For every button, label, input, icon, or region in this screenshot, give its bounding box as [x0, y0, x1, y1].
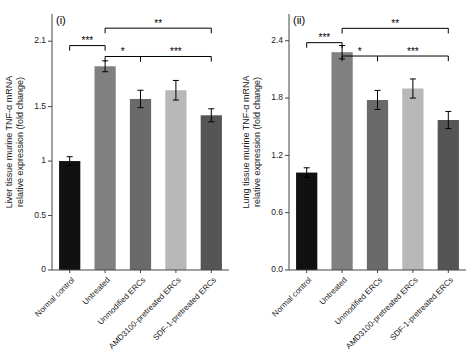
error-bar — [67, 157, 73, 166]
y-tick — [285, 98, 289, 99]
x-tick — [175, 270, 176, 273]
y-axis-line — [289, 14, 290, 270]
y-tick — [48, 106, 52, 107]
y-tick-label: 0 — [41, 264, 46, 274]
error-bar — [102, 61, 108, 72]
y-tick-label: 2.4 — [271, 35, 283, 45]
significance-label: * — [121, 46, 125, 57]
bar — [296, 173, 317, 270]
bar — [59, 161, 80, 270]
error-bar — [410, 79, 416, 98]
x-tick — [105, 270, 106, 273]
x-tick — [211, 270, 212, 273]
y-tick — [285, 40, 289, 41]
y-axis-label-line: relative expression (fold change) — [15, 77, 25, 207]
y-tick-label: 2.1 — [34, 35, 46, 45]
significance-bracket — [70, 46, 105, 51]
bar — [331, 52, 352, 270]
figure: 0 0.5 1 1.5 2.1 Liver tissue murine TNF-α mRN… — [0, 0, 474, 360]
bars — [296, 46, 459, 270]
y-axis-line — [52, 14, 53, 270]
y-tick-label: 0.6 — [271, 207, 283, 217]
x-tick-label: AMD3100-pretreated ERCs — [344, 275, 420, 351]
error-bar — [445, 111, 451, 128]
x-tick-label: AMD3100-pretreated ERCs — [107, 275, 183, 351]
panel-label: (i) — [56, 14, 66, 26]
y-axis-label: Liver tissue murine TNF-α mRNArelative e… — [4, 76, 25, 209]
x-tick — [448, 270, 449, 273]
y-tick-label: 1.2 — [271, 150, 283, 160]
x-tick — [412, 270, 413, 273]
y-tick — [48, 215, 52, 216]
bar — [201, 115, 222, 270]
y-tick — [285, 155, 289, 156]
bar — [438, 120, 459, 270]
error-bar — [138, 90, 144, 107]
x-tick-label: Normal control — [33, 275, 76, 318]
significance-label: *** — [407, 46, 419, 57]
y-axis-label-line: Liver tissue murine TNF-α mRNA — [4, 76, 14, 209]
significance-bracket — [342, 56, 377, 61]
x-tick-label: Untreated — [81, 275, 112, 306]
x-tick-label: SDF-1-pretreated ERCs — [388, 275, 455, 342]
x-tick-label: SDF-1-pretreated ERCs — [151, 275, 218, 342]
background — [0, 0, 474, 360]
significance-label: *** — [319, 32, 331, 43]
y-axis-label-line: relative expression (fold change) — [252, 77, 262, 207]
bar — [130, 99, 151, 270]
significance-bracket — [105, 28, 211, 33]
bar — [165, 90, 186, 270]
bar — [94, 66, 115, 270]
error-bar — [173, 80, 179, 100]
y-axis-label: Lung tissue murine TNF-α mRNArelative ex… — [241, 75, 262, 208]
significance-label: ** — [391, 18, 399, 29]
x-tick — [377, 270, 378, 273]
significance-label: *** — [170, 46, 182, 57]
x-tick — [69, 270, 70, 273]
y-tick — [285, 270, 289, 271]
bar — [402, 89, 423, 270]
y-tick — [285, 212, 289, 213]
x-tick — [342, 270, 343, 273]
y-tick-label: 0.0 — [271, 264, 283, 274]
y-tick-label: 1.8 — [271, 92, 283, 102]
panel: 0.0 0.6 1.2 1.8 2.4 Lung tissue murine TNF-α … — [241, 14, 466, 351]
y-tick-label: 1 — [41, 155, 46, 165]
panel: 0 0.5 1 1.5 2.1 Liver tissue murine TNF-α mRN… — [4, 14, 229, 351]
significance-bracket — [105, 56, 140, 61]
y-tick — [48, 161, 52, 162]
x-tick-label: Untreated — [318, 275, 349, 306]
significance-label: *** — [82, 35, 94, 46]
significance-bracket — [141, 56, 212, 61]
x-tick-label: Normal control — [270, 275, 313, 318]
y-tick-label: 1.5 — [34, 101, 46, 111]
significance-label: ** — [154, 18, 162, 29]
significance-label: * — [358, 46, 362, 57]
y-tick — [48, 41, 52, 42]
error-bar — [304, 168, 310, 178]
bar — [367, 100, 388, 270]
significance-bracket — [342, 28, 448, 33]
panel-label: (ii) — [293, 14, 305, 26]
x-tick — [306, 270, 307, 273]
x-tick — [140, 270, 141, 273]
error-bar — [208, 109, 214, 122]
y-axis-label-line: Lung tissue murine TNF-α mRNA — [241, 75, 251, 208]
significance-bracket — [378, 56, 449, 61]
bars — [59, 61, 222, 270]
y-tick-label: 0.5 — [34, 210, 46, 220]
y-tick — [48, 270, 52, 271]
significance-bracket — [307, 43, 342, 48]
error-bar — [375, 90, 381, 109]
